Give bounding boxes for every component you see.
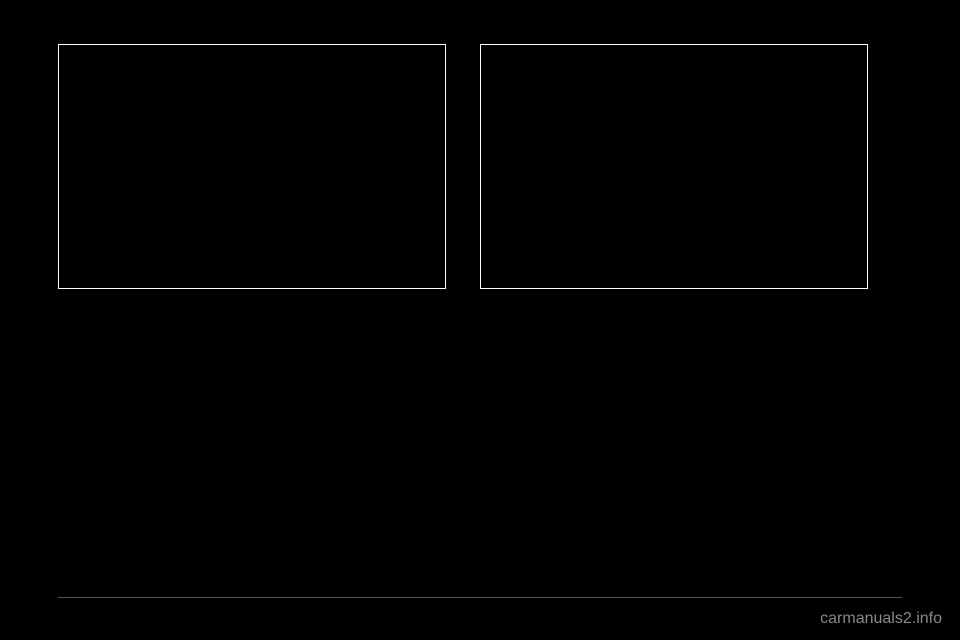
content-box-left [58, 44, 446, 289]
watermark-text: carmanuals2.info [820, 610, 942, 628]
content-box-right [480, 44, 868, 289]
page-container: carmanuals2.info [0, 0, 960, 640]
footer-divider [58, 597, 902, 598]
